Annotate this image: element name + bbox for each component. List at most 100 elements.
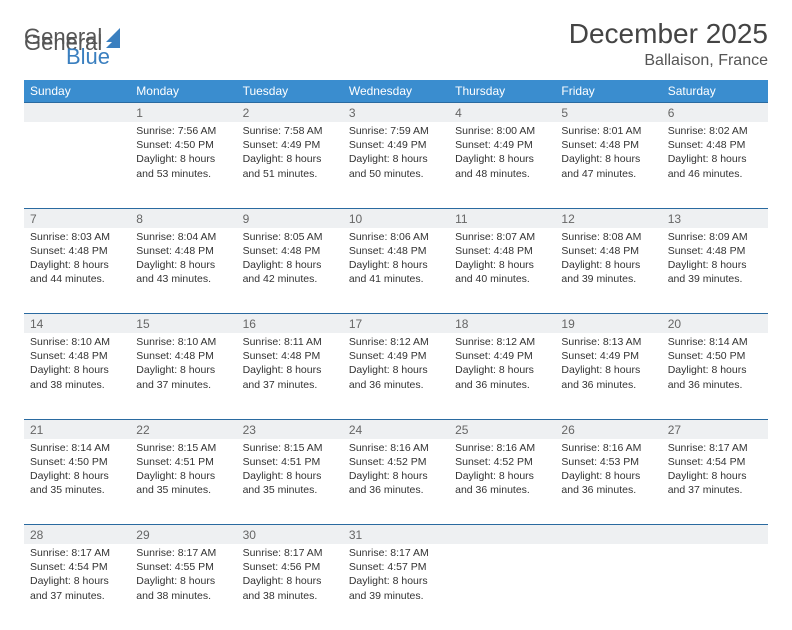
day-number: 31 xyxy=(343,525,449,544)
daylight-text: Daylight: 8 hours and 46 minutes. xyxy=(668,152,762,180)
sunrise-text: Sunrise: 8:16 AM xyxy=(455,441,549,455)
day-number-cell: 1 xyxy=(130,103,236,123)
sunset-text: Sunset: 4:48 PM xyxy=(349,244,443,258)
sunrise-text: Sunrise: 8:05 AM xyxy=(243,230,337,244)
day-cell: Sunrise: 8:05 AMSunset: 4:48 PMDaylight:… xyxy=(237,228,343,314)
day-cell xyxy=(24,122,130,208)
day-cell: Sunrise: 8:15 AMSunset: 4:51 PMDaylight:… xyxy=(237,439,343,525)
sunrise-text: Sunrise: 8:00 AM xyxy=(455,124,549,138)
day-number: 26 xyxy=(555,420,661,439)
day-number: 30 xyxy=(237,525,343,544)
sunset-text: Sunset: 4:57 PM xyxy=(349,560,443,574)
sunrise-text: Sunrise: 8:06 AM xyxy=(349,230,443,244)
day-number: 1 xyxy=(130,103,236,122)
daylight-text: Daylight: 8 hours and 44 minutes. xyxy=(30,258,124,286)
day-number-cell: 21 xyxy=(24,419,130,439)
sunrise-text: Sunrise: 8:01 AM xyxy=(561,124,655,138)
day-cell: Sunrise: 8:10 AMSunset: 4:48 PMDaylight:… xyxy=(130,333,236,419)
weekday-header: Saturday xyxy=(662,80,768,103)
weekday-header: Monday xyxy=(130,80,236,103)
sunset-text: Sunset: 4:48 PM xyxy=(30,244,124,258)
weekday-header: Wednesday xyxy=(343,80,449,103)
day-cell: Sunrise: 8:03 AMSunset: 4:48 PMDaylight:… xyxy=(24,228,130,314)
daylight-text: Daylight: 8 hours and 37 minutes. xyxy=(243,363,337,391)
daylight-text: Daylight: 8 hours and 39 minutes. xyxy=(668,258,762,286)
calendar-body: 123456Sunrise: 7:56 AMSunset: 4:50 PMDay… xyxy=(24,103,768,630)
day-content: Sunrise: 8:16 AMSunset: 4:52 PMDaylight:… xyxy=(343,439,449,502)
day-cell xyxy=(662,544,768,630)
sunset-text: Sunset: 4:50 PM xyxy=(30,455,124,469)
sunset-text: Sunset: 4:50 PM xyxy=(668,349,762,363)
day-cell: Sunrise: 7:56 AMSunset: 4:50 PMDaylight:… xyxy=(130,122,236,208)
sunset-text: Sunset: 4:49 PM xyxy=(455,349,549,363)
day-cell: Sunrise: 8:10 AMSunset: 4:48 PMDaylight:… xyxy=(24,333,130,419)
sunset-text: Sunset: 4:50 PM xyxy=(136,138,230,152)
daylight-text: Daylight: 8 hours and 37 minutes. xyxy=(136,363,230,391)
daylight-text: Daylight: 8 hours and 37 minutes. xyxy=(668,469,762,497)
day-number-cell xyxy=(24,103,130,123)
day-content: Sunrise: 8:17 AMSunset: 4:54 PMDaylight:… xyxy=(662,439,768,502)
sunrise-text: Sunrise: 7:59 AM xyxy=(349,124,443,138)
day-number-cell: 18 xyxy=(449,314,555,334)
day-number-cell: 26 xyxy=(555,419,661,439)
day-number: 12 xyxy=(555,209,661,228)
daylight-text: Daylight: 8 hours and 53 minutes. xyxy=(136,152,230,180)
day-number-cell: 9 xyxy=(237,208,343,228)
day-number: 29 xyxy=(130,525,236,544)
sunset-text: Sunset: 4:48 PM xyxy=(561,138,655,152)
daylight-text: Daylight: 8 hours and 36 minutes. xyxy=(455,363,549,391)
daylight-text: Daylight: 8 hours and 38 minutes. xyxy=(136,574,230,602)
day-content: Sunrise: 8:10 AMSunset: 4:48 PMDaylight:… xyxy=(130,333,236,396)
sunset-text: Sunset: 4:55 PM xyxy=(136,560,230,574)
day-content-row: Sunrise: 8:14 AMSunset: 4:50 PMDaylight:… xyxy=(24,439,768,525)
day-cell: Sunrise: 8:02 AMSunset: 4:48 PMDaylight:… xyxy=(662,122,768,208)
day-content: Sunrise: 8:17 AMSunset: 4:54 PMDaylight:… xyxy=(24,544,130,607)
weekday-header: Tuesday xyxy=(237,80,343,103)
sunset-text: Sunset: 4:51 PM xyxy=(136,455,230,469)
day-number: 7 xyxy=(24,209,130,228)
sunrise-text: Sunrise: 8:15 AM xyxy=(136,441,230,455)
title-block: December 2025 Ballaison, France xyxy=(569,18,768,70)
sunrise-text: Sunrise: 8:16 AM xyxy=(561,441,655,455)
day-number-cell: 24 xyxy=(343,419,449,439)
day-content: Sunrise: 8:06 AMSunset: 4:48 PMDaylight:… xyxy=(343,228,449,291)
day-cell: Sunrise: 8:11 AMSunset: 4:48 PMDaylight:… xyxy=(237,333,343,419)
daylight-text: Daylight: 8 hours and 43 minutes. xyxy=(136,258,230,286)
day-content-row: Sunrise: 8:03 AMSunset: 4:48 PMDaylight:… xyxy=(24,228,768,314)
day-content: Sunrise: 8:08 AMSunset: 4:48 PMDaylight:… xyxy=(555,228,661,291)
daylight-text: Daylight: 8 hours and 36 minutes. xyxy=(561,363,655,391)
day-number: 25 xyxy=(449,420,555,439)
day-number-cell: 16 xyxy=(237,314,343,334)
day-content: Sunrise: 8:05 AMSunset: 4:48 PMDaylight:… xyxy=(237,228,343,291)
day-number-cell xyxy=(449,525,555,545)
sunset-text: Sunset: 4:51 PM xyxy=(243,455,337,469)
sunrise-text: Sunrise: 7:56 AM xyxy=(136,124,230,138)
day-number-cell: 27 xyxy=(662,419,768,439)
day-number-cell: 19 xyxy=(555,314,661,334)
day-content: Sunrise: 7:58 AMSunset: 4:49 PMDaylight:… xyxy=(237,122,343,185)
sunset-text: Sunset: 4:52 PM xyxy=(349,455,443,469)
day-content: Sunrise: 8:00 AMSunset: 4:49 PMDaylight:… xyxy=(449,122,555,185)
day-number: 21 xyxy=(24,420,130,439)
sunrise-text: Sunrise: 8:09 AM xyxy=(668,230,762,244)
sunset-text: Sunset: 4:49 PM xyxy=(455,138,549,152)
day-number-cell: 31 xyxy=(343,525,449,545)
day-cell xyxy=(555,544,661,630)
daynum-row: 14151617181920 xyxy=(24,314,768,334)
day-cell xyxy=(449,544,555,630)
sunset-text: Sunset: 4:49 PM xyxy=(561,349,655,363)
day-cell: Sunrise: 8:14 AMSunset: 4:50 PMDaylight:… xyxy=(24,439,130,525)
sunrise-text: Sunrise: 8:14 AM xyxy=(668,335,762,349)
sunset-text: Sunset: 4:48 PM xyxy=(243,244,337,258)
day-number: 28 xyxy=(24,525,130,544)
daylight-text: Daylight: 8 hours and 48 minutes. xyxy=(455,152,549,180)
daylight-text: Daylight: 8 hours and 50 minutes. xyxy=(349,152,443,180)
day-cell: Sunrise: 7:59 AMSunset: 4:49 PMDaylight:… xyxy=(343,122,449,208)
calendar-table: Sunday Monday Tuesday Wednesday Thursday… xyxy=(24,80,768,630)
sunrise-text: Sunrise: 8:10 AM xyxy=(30,335,124,349)
day-cell: Sunrise: 8:14 AMSunset: 4:50 PMDaylight:… xyxy=(662,333,768,419)
day-number: 16 xyxy=(237,314,343,333)
day-content: Sunrise: 8:10 AMSunset: 4:48 PMDaylight:… xyxy=(24,333,130,396)
daylight-text: Daylight: 8 hours and 41 minutes. xyxy=(349,258,443,286)
day-cell: Sunrise: 8:16 AMSunset: 4:52 PMDaylight:… xyxy=(449,439,555,525)
